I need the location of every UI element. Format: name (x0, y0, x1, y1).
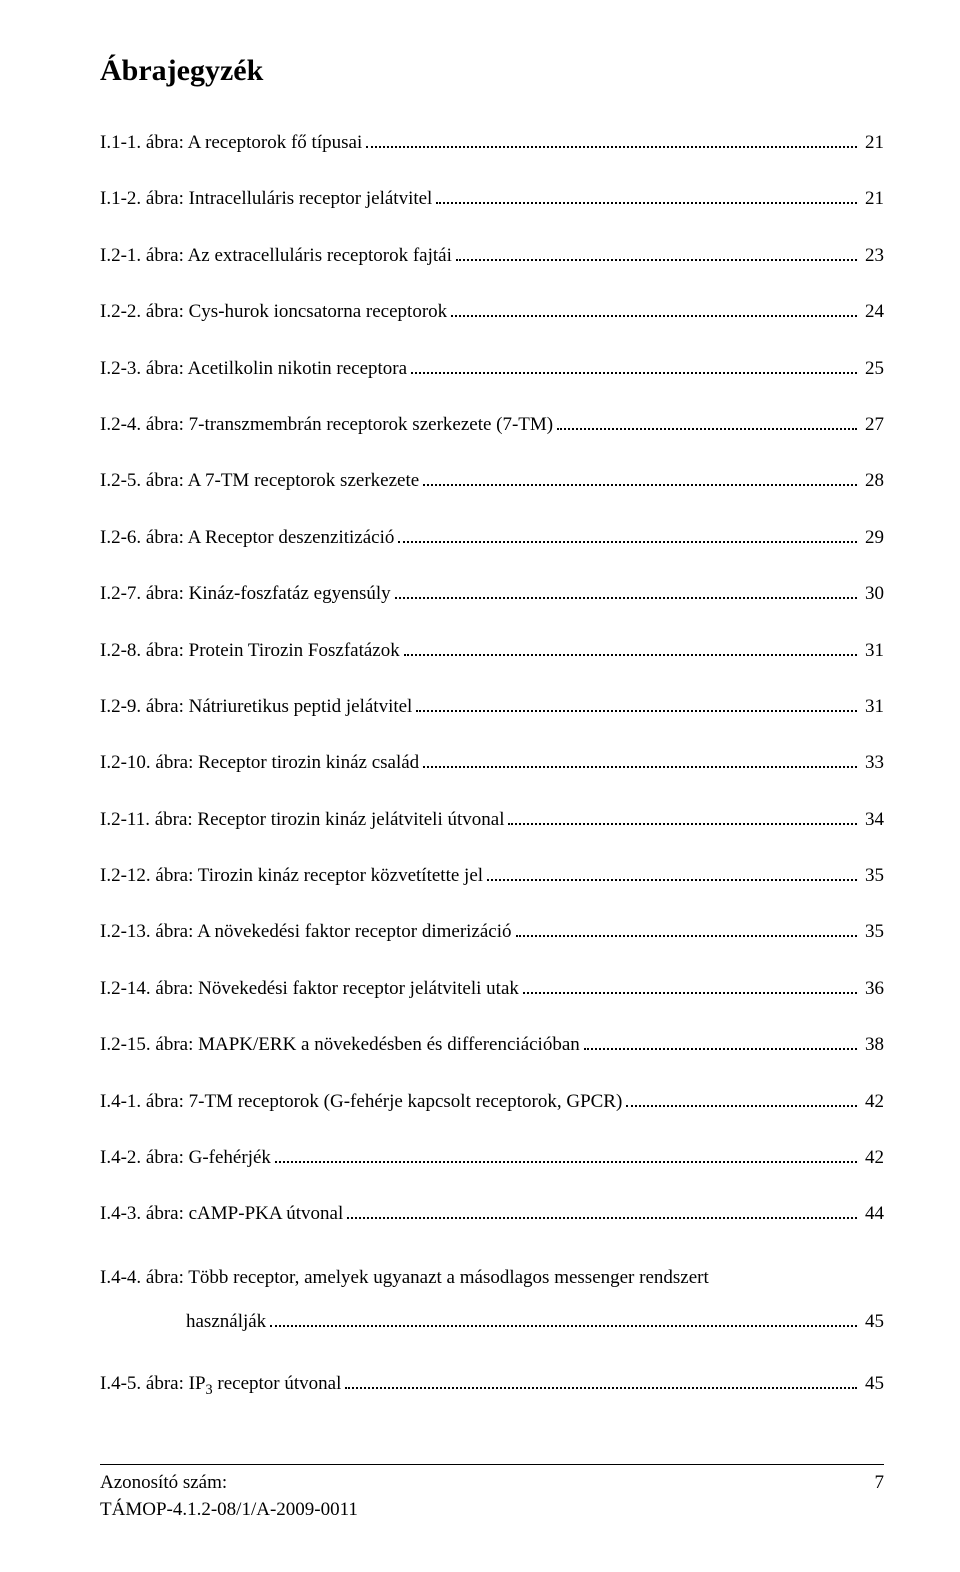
footer-code: TÁMOP-4.1.2-08/1/A-2009-0011 (100, 1496, 358, 1524)
toc-entry: I.2-15. ábra: MAPK/ERK a növekedésben és… (100, 1030, 884, 1060)
toc-entry: I.2-12. ábra: Tirozin kináz receptor köz… (100, 861, 884, 891)
page-footer: Azonosító szám: TÁMOP-4.1.2-08/1/A-2009-… (100, 1464, 884, 1524)
toc-leader-dots (423, 751, 857, 768)
toc-label: I.2-6. ábra: A Receptor deszenzitizáció (100, 523, 394, 553)
toc-leader-dots (347, 1202, 857, 1219)
toc-entry: I.2-2. ábra: Cys-hurok ioncsatorna recep… (100, 297, 884, 327)
toc-entry: I.2-6. ábra: A Receptor deszenzitizáció 2… (100, 523, 884, 553)
toc-leader-dots (275, 1146, 857, 1163)
toc-leader-dots (451, 300, 857, 317)
toc-page-number: 31 (861, 692, 884, 722)
toc-entry: I.2-7. ábra: Kináz-foszfatáz egyensúly 30 (100, 579, 884, 609)
toc-label: I.2-4. ábra: 7-transzmembrán receptorok … (100, 410, 553, 440)
footer-id-label: Azonosító szám: (100, 1469, 358, 1497)
toc-label: I.2-7. ábra: Kináz-foszfatáz egyensúly (100, 579, 391, 609)
toc-label: I.2-9. ábra: Nátriuretikus peptid jelátv… (100, 692, 412, 722)
toc-label: I.2-3. ábra: Acetilkolin nikotin recepto… (100, 354, 407, 384)
toc-entry: I.4-1. ábra: 7-TM receptorok (G-fehérje … (100, 1087, 884, 1117)
toc-leader-dots (423, 469, 857, 486)
toc-entry: I.2-8. ábra: Protein Tirozin Foszfatázok… (100, 636, 884, 666)
toc-page-number: 35 (861, 861, 884, 891)
toc-leader-dots (584, 1033, 857, 1050)
toc-entry: I.2-10. ábra: Receptor tirozin kináz csa… (100, 748, 884, 778)
toc-leader-dots (508, 808, 857, 825)
toc-label: I.2-1. ábra: Az extracelluláris receptor… (100, 241, 452, 271)
toc-label: I.2-5. ábra: A 7-TM receptorok szerkezet… (100, 466, 419, 496)
toc-entry: I.2-5. ábra: A 7-TM receptorok szerkezet… (100, 466, 884, 496)
toc-leader-dots (395, 582, 857, 599)
toc-entry: I.1-2. ábra: Intracelluláris receptor je… (100, 184, 884, 214)
toc-label: I.2-13. ábra: A növekedési faktor recept… (100, 917, 512, 947)
toc-entry: I.4-3. ábra: cAMP-PKA útvonal 44 (100, 1199, 884, 1229)
toc-leader-dots (416, 695, 857, 712)
toc-label: I.2-12. ábra: Tirozin kináz receptor köz… (100, 861, 483, 891)
toc-label: I.2-11. ábra: Receptor tirozin kináz jel… (100, 805, 504, 835)
toc-entry-wrapped: I.4-4. ábra: Több receptor, amelyek ugya… (100, 1256, 884, 1343)
toc-entry: I.2-4. ábra: 7-transzmembrán receptorok … (100, 410, 884, 440)
toc-page-number: 45 (861, 1300, 884, 1344)
toc-leader-dots (270, 1309, 857, 1326)
toc-label: I.2-8. ábra: Protein Tirozin Foszfatázok (100, 636, 400, 666)
footer-identifier: Azonosító szám: TÁMOP-4.1.2-08/1/A-2009-… (100, 1469, 358, 1524)
toc-entry: I.1-1. ábra: A receptorok fő típusai 21 (100, 128, 884, 158)
toc-leader-dots (436, 187, 857, 204)
toc-entry: I.2-11. ábra: Receptor tirozin kináz jel… (100, 805, 884, 835)
toc-leader-dots (411, 356, 857, 373)
toc-entry: I.2-13. ábra: A növekedési faktor recept… (100, 917, 884, 947)
toc-page-number: 28 (861, 466, 884, 496)
toc-page-number: 33 (861, 748, 884, 778)
toc-label: I.2-2. ábra: Cys-hurok ioncsatorna recep… (100, 297, 447, 327)
table-of-contents: I.1-1. ábra: A receptorok fő típusai21I.… (100, 128, 884, 1230)
toc-leader-dots (523, 977, 857, 994)
toc-label: I.1-2. ábra: Intracelluláris receptor je… (100, 184, 432, 214)
toc-leader-dots (366, 131, 857, 148)
toc-page-number: 31 (861, 636, 884, 666)
toc-label: I.4-2. ábra: G-fehérjék (100, 1143, 271, 1173)
toc-page-number: 24 (861, 297, 884, 327)
toc-page-number: 42 (861, 1143, 884, 1173)
toc-page-number: 25 (861, 354, 884, 384)
toc-page-number: 30 (861, 579, 884, 609)
toc-leader-dots (516, 920, 858, 937)
toc-entry: I.2-3. ábra: Acetilkolin nikotin recepto… (100, 354, 884, 384)
toc-label: I.4-3. ábra: cAMP-PKA útvonal (100, 1199, 343, 1229)
footer-page-number: 7 (875, 1469, 885, 1524)
toc-label: I.2-14. ábra: Növekedési faktor receptor… (100, 974, 519, 1004)
toc-entry: I.2-1. ábra: Az extracelluláris receptor… (100, 241, 884, 271)
toc-entry: I.4-2. ábra: G-fehérjék 42 (100, 1143, 884, 1173)
toc-label: I.2-10. ábra: Receptor tirozin kináz csa… (100, 748, 419, 778)
toc-leader-dots (626, 1090, 857, 1107)
toc-page-number: 27 (861, 410, 884, 440)
toc-page-number: 23 (861, 241, 884, 271)
toc-entry: I.2-9. ábra: Nátriuretikus peptid jelátv… (100, 692, 884, 722)
toc-page-number: 38 (861, 1030, 884, 1060)
toc-label: I.1-1. ábra: A receptorok fő típusai (100, 128, 362, 158)
toc-label: I.4-5. ábra: IP3 receptor útvonal (100, 1369, 341, 1402)
toc-label-suffix: receptor útvonal (213, 1373, 342, 1394)
toc-page-number: 34 (861, 805, 884, 835)
toc-leader-dots (557, 413, 857, 430)
toc-leader-dots (404, 638, 857, 655)
toc-page-number: 35 (861, 917, 884, 947)
toc-entry: I.2-14. ábra: Növekedési faktor receptor… (100, 974, 884, 1004)
toc-leader-dots (398, 526, 857, 543)
toc-label-prefix: I.4-5. ábra: IP (100, 1373, 206, 1394)
toc-page-number: 21 (861, 128, 884, 158)
toc-label: I.4-1. ábra: 7-TM receptorok (G-fehérje … (100, 1087, 622, 1117)
toc-page-number: 45 (861, 1369, 884, 1399)
toc-entry-last: I.4-5. ábra: IP3 receptor útvonal 45 (100, 1369, 884, 1402)
subscript: 3 (206, 1382, 213, 1398)
toc-label-line1: I.4-4. ábra: Több receptor, amelyek ugya… (100, 1256, 884, 1300)
toc-page-number: 29 (861, 523, 884, 553)
toc-label: I.2-15. ábra: MAPK/ERK a növekedésben és… (100, 1030, 580, 1060)
toc-page-number: 21 (861, 184, 884, 214)
toc-page-number: 36 (861, 974, 884, 1004)
toc-leader-dots (456, 244, 857, 261)
toc-leader-dots (345, 1372, 857, 1389)
toc-label-line2: használják (186, 1300, 266, 1344)
page-title: Ábrajegyzék (100, 54, 884, 88)
toc-page-number: 42 (861, 1087, 884, 1117)
toc-page-number: 44 (861, 1199, 884, 1229)
toc-leader-dots (487, 864, 857, 881)
